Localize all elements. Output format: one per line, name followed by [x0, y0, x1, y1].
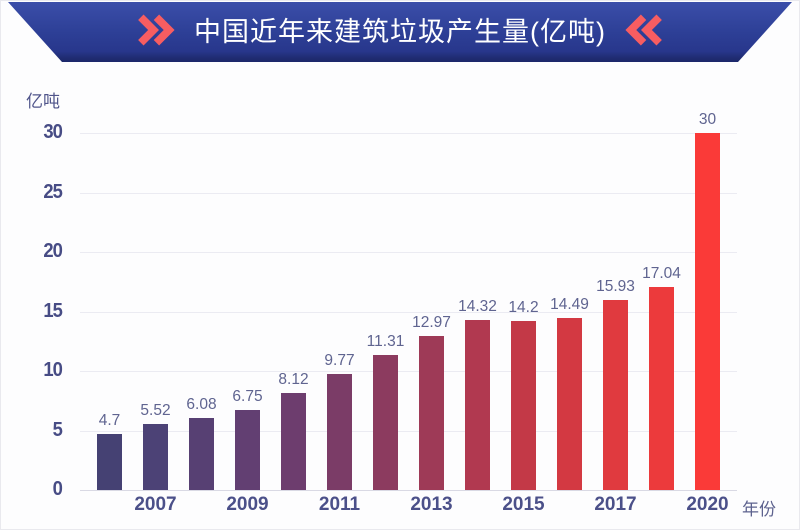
bar-value-label: 6.08	[186, 395, 217, 413]
bar	[695, 133, 720, 490]
bar-value-label: 17.04	[642, 265, 681, 283]
y-tick-label: 15	[43, 299, 63, 322]
y-gridline	[80, 252, 737, 253]
x-tick-label: 2020	[686, 494, 729, 515]
x-tick-label: 2017	[594, 494, 637, 515]
y-gridline	[80, 371, 737, 372]
bar-value-label: 6.75	[232, 387, 263, 405]
x-tick-label: 2011	[318, 494, 361, 515]
y-tick-label: 0	[52, 478, 63, 500]
bar	[649, 287, 674, 490]
bar-value-label: 14.2	[508, 299, 539, 316]
page-title: 中国近年来建筑垃圾产生量(亿吨)	[194, 17, 606, 47]
header-banner: 中国近年来建筑垃圾产生量(亿吨)	[8, 2, 792, 62]
x-tick-label: 2013	[410, 494, 453, 515]
bar	[557, 317, 582, 490]
bar-value-label: 30	[698, 111, 717, 128]
y-tick-label: 20	[43, 240, 63, 262]
bar-value-label: 14.49	[550, 295, 589, 313]
bar-value-label: 8.12	[278, 371, 309, 389]
bar-value-label: 15.93	[596, 278, 635, 296]
bar-value-label: 14.32	[458, 297, 497, 315]
x-axis-line	[80, 490, 737, 491]
bar	[327, 373, 352, 490]
y-gridline	[80, 133, 737, 134]
bar	[281, 393, 306, 490]
x-tick-label: 2015	[502, 494, 545, 515]
y-axis-unit-label: 亿吨	[26, 92, 60, 111]
bar	[373, 355, 398, 490]
x-axis-unit-label: 年份	[742, 500, 776, 519]
bar	[419, 335, 444, 490]
bar	[465, 319, 490, 490]
bar	[511, 321, 536, 490]
x-tick-label: 2007	[134, 494, 177, 515]
bar-value-label: 5.52	[140, 402, 171, 420]
bar-value-label: 9.77	[324, 351, 355, 369]
bar	[189, 417, 214, 490]
bar	[97, 434, 122, 490]
y-tick-label: 10	[43, 359, 63, 381]
x-tick-label: 2009	[226, 494, 269, 515]
bar	[603, 300, 628, 490]
bar-value-label: 4.7	[98, 412, 121, 430]
y-tick-label: 30	[43, 121, 63, 143]
y-tick-label: 25	[43, 180, 63, 203]
y-gridline	[80, 192, 737, 194]
double-chevron-left-icon	[624, 13, 666, 47]
y-gridline	[80, 430, 737, 432]
bar-value-label: 12.97	[412, 313, 451, 331]
bar	[143, 424, 168, 490]
bar-value-label: 11.31	[366, 333, 405, 351]
y-tick-label: 5	[52, 418, 63, 441]
bar	[235, 409, 260, 490]
y-gridline	[80, 311, 737, 313]
double-chevron-right-icon	[134, 13, 176, 47]
